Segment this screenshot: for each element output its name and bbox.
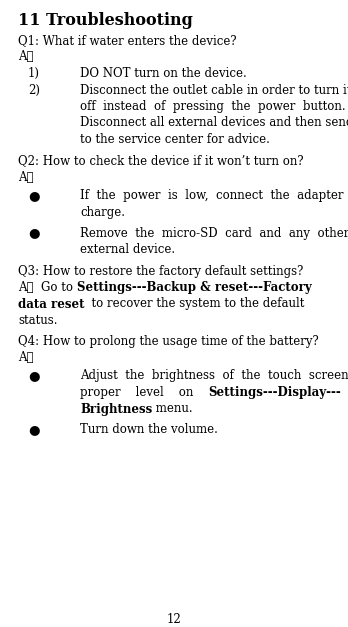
Text: Turn down the volume.: Turn down the volume. xyxy=(80,423,218,436)
Text: proper    level    on: proper level on xyxy=(80,386,208,399)
Text: A：  Go to: A： Go to xyxy=(18,281,77,294)
Text: Adjust  the  brightness  of  the  touch  screen  to: Adjust the brightness of the touch scree… xyxy=(80,369,348,382)
Text: Q4: How to prolong the usage time of the battery?: Q4: How to prolong the usage time of the… xyxy=(18,334,319,347)
Text: Q3: How to restore the factory default settings?: Q3: How to restore the factory default s… xyxy=(18,265,303,278)
Text: ●: ● xyxy=(28,423,40,436)
Text: off  instead  of  pressing  the  power  button.: off instead of pressing the power button… xyxy=(80,100,346,113)
Text: ●: ● xyxy=(28,226,40,240)
Text: Disconnect the outlet cable in order to turn it: Disconnect the outlet cable in order to … xyxy=(80,83,348,97)
Text: 11 Troubleshooting: 11 Troubleshooting xyxy=(18,12,193,29)
Text: A：: A： xyxy=(18,171,33,184)
Text: Q2: How to check the device if it won’t turn on?: Q2: How to check the device if it won’t … xyxy=(18,154,303,167)
Text: data reset: data reset xyxy=(18,297,85,310)
Text: Settings---Display---: Settings---Display--- xyxy=(208,386,341,399)
Text: Disconnect all external devices and then send: Disconnect all external devices and then… xyxy=(80,117,348,130)
Text: Q1: What if water enters the device?: Q1: What if water enters the device? xyxy=(18,34,237,47)
Text: DO NOT turn on the device.: DO NOT turn on the device. xyxy=(80,67,247,80)
Text: A：: A： xyxy=(18,51,33,63)
Text: ●: ● xyxy=(28,369,40,382)
Text: charge.: charge. xyxy=(80,206,125,219)
Text: Remove  the  micro-SD  card  and  any  other: Remove the micro-SD card and any other xyxy=(80,226,348,240)
Text: Settings---Backup & reset---Factory: Settings---Backup & reset---Factory xyxy=(77,281,311,294)
Text: to recover the system to the default: to recover the system to the default xyxy=(85,297,305,310)
Text: external device.: external device. xyxy=(80,243,175,256)
Text: 1): 1) xyxy=(28,67,40,80)
Text: ●: ● xyxy=(28,189,40,203)
Text: 2): 2) xyxy=(28,83,40,97)
Text: Brightness: Brightness xyxy=(80,403,152,416)
Text: If  the  power  is  low,  connect  the  adapter  to: If the power is low, connect the adapter… xyxy=(80,189,348,203)
Text: status.: status. xyxy=(18,314,57,327)
Text: to the service center for advice.: to the service center for advice. xyxy=(80,133,270,146)
Text: A：: A： xyxy=(18,351,33,364)
Text: 12: 12 xyxy=(167,613,181,626)
Text: menu.: menu. xyxy=(152,403,193,416)
